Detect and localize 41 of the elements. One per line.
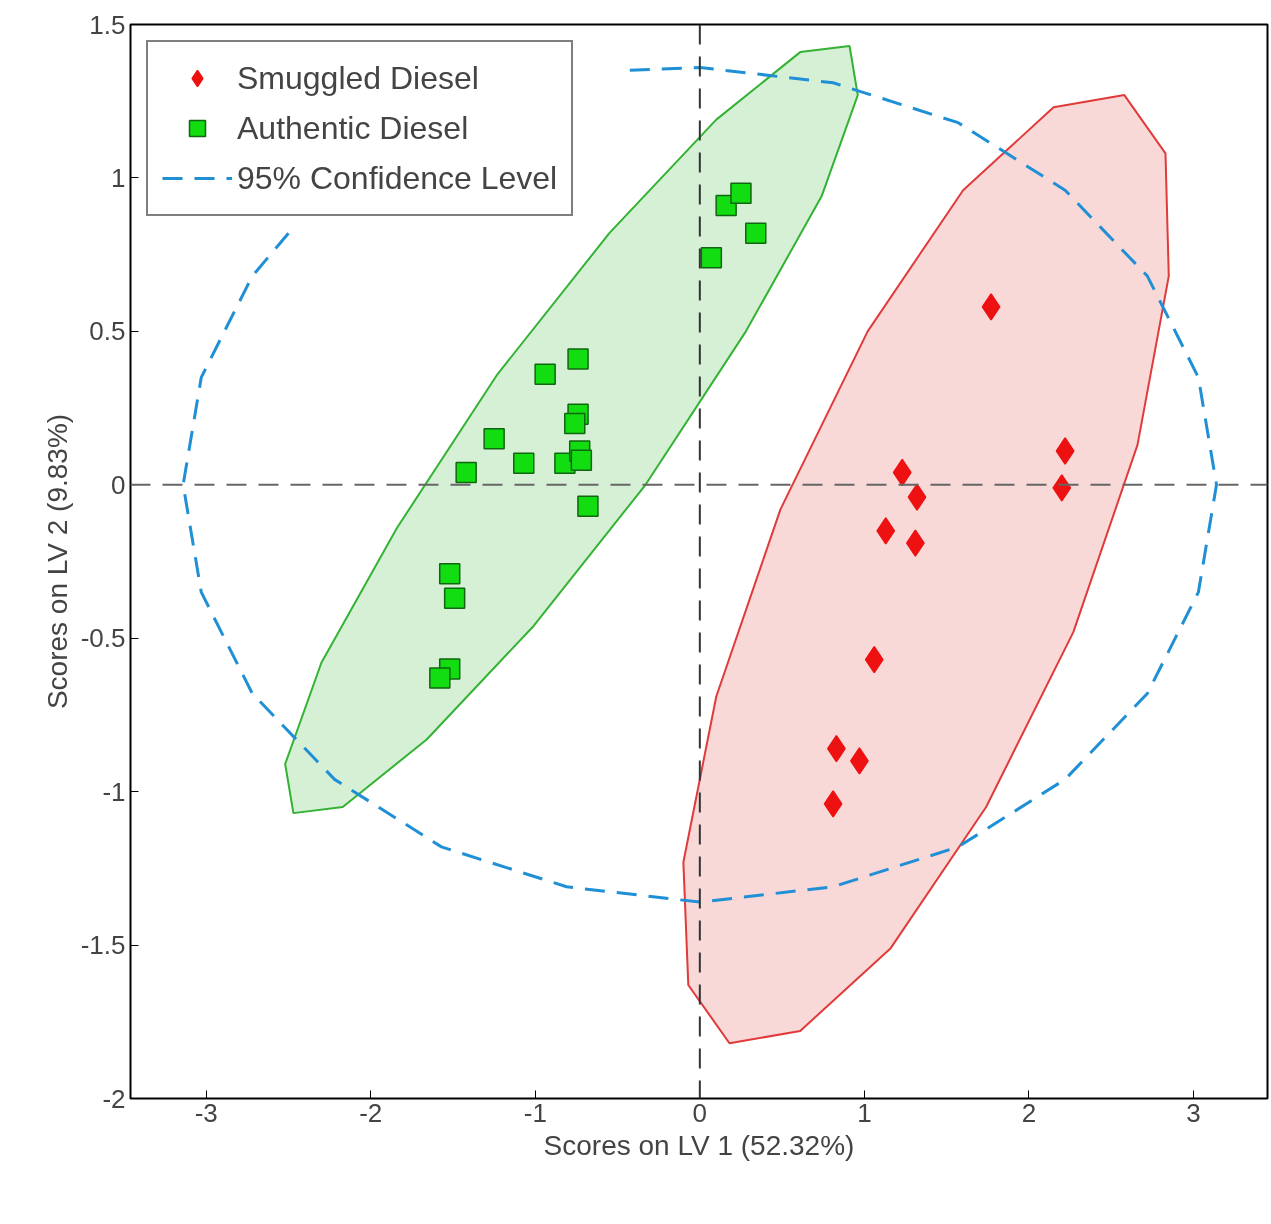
x-tick-label: -1 (523, 1097, 547, 1128)
point (1052, 474, 1072, 502)
point (455, 461, 477, 484)
x-axis-title: Scores on LV 1 (52.32%) (543, 1129, 855, 1161)
y-tick-label: -0.5 (80, 623, 126, 654)
point (700, 246, 723, 269)
point (907, 483, 927, 511)
x-tick-label: 3 (1186, 1097, 1201, 1128)
point (438, 563, 461, 585)
y-axis-title: Scores on LV 2 (9.83%) (41, 413, 73, 710)
y-tick-label: -1.5 (80, 930, 126, 961)
point (1055, 437, 1075, 465)
y-tick-label: -1 (102, 776, 126, 807)
point (534, 363, 556, 386)
legend-label: Smuggled Diesel (237, 58, 479, 98)
legend-label: 95% Confidence Level (237, 158, 558, 198)
point (513, 452, 535, 475)
legend-label: Authentic Diesel (237, 108, 469, 148)
x-tick-label: 1 (857, 1097, 872, 1128)
y-tick-label: 1 (111, 162, 126, 193)
point (823, 790, 843, 818)
x-tick-label: -3 (194, 1097, 218, 1128)
point (483, 428, 505, 450)
point (876, 517, 896, 545)
point (567, 348, 589, 370)
x-tick-label: 2 (1021, 1097, 1037, 1128)
y-tick-label: 1.5 (89, 9, 126, 40)
point (429, 667, 451, 689)
point (577, 495, 599, 518)
point (981, 293, 1001, 321)
point (564, 412, 586, 435)
x-tick-label: 0 (692, 1097, 708, 1128)
point (730, 182, 752, 205)
point (905, 529, 925, 557)
y-tick-label: 0.5 (89, 316, 126, 347)
line-series (181, 65, 1218, 904)
point (570, 449, 593, 471)
y-tick-label: 0 (111, 469, 126, 500)
point (443, 587, 466, 610)
x-tick-label: -2 (359, 1097, 383, 1128)
point (745, 222, 767, 244)
